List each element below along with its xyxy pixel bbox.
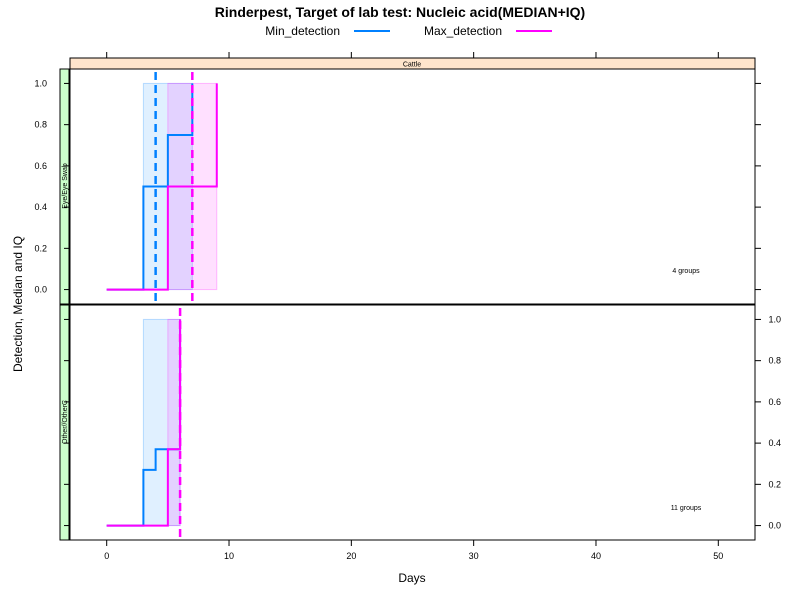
y-tick-label: 0.8 — [34, 120, 47, 130]
y-tick-label: 0.4 — [34, 202, 47, 212]
x-tick-label: 0 — [104, 551, 109, 561]
x-tick-label: 20 — [346, 551, 356, 561]
y-tick-label: 0.0 — [768, 521, 781, 531]
legend-label-min: Min_detection — [265, 24, 340, 38]
y-tick-label: 0.2 — [768, 479, 781, 489]
strip-left-top-label: Eye/Eye Swab — [62, 163, 69, 209]
y-tick-label: 0.0 — [34, 285, 47, 295]
panel-bottom-border — [69, 304, 756, 541]
x-tick-label: 40 — [591, 551, 601, 561]
x-tick-label: 50 — [713, 551, 723, 561]
legend-label-max: Max_detection — [424, 24, 502, 38]
strip-top-label: Cattle — [403, 62, 421, 69]
y-tick-label: 0.4 — [768, 438, 781, 448]
legend: Min_detection Max_detection — [265, 24, 552, 38]
y-tick-label: 1.0 — [768, 314, 781, 324]
iq-band-max-detection — [167, 318, 181, 527]
y-tick-label: 0.8 — [768, 356, 781, 366]
strip-left-bottom-label: Other//OtherC — [62, 400, 69, 444]
chart-title: Rinderpest, Target of lab test: Nucleic … — [215, 4, 585, 20]
strip-left-bottom — [59, 304, 70, 541]
x-tick-label: 30 — [469, 551, 479, 561]
panel-top-border — [69, 68, 756, 305]
group-count-top: 4 groups — [672, 268, 700, 275]
y-tick-label: 0.2 — [34, 243, 47, 253]
y-tick-label: 1.0 — [34, 78, 47, 88]
x-tick-label: 10 — [224, 551, 234, 561]
x-axis-label: Days — [398, 571, 425, 585]
group-count-bottom: 11 groups — [671, 505, 702, 512]
y-tick-label: 0.6 — [34, 161, 47, 171]
y-axis-label: Detection, Median and IQ — [11, 236, 25, 372]
step-line-max-detection — [106, 83, 218, 291]
panel-top — [106, 72, 218, 304]
axes: 0 10 20 30 40 50 0.0 0.2 0.4 0.6 0.8 1.0 0.0 0.2 0.4 0.… — [34, 52, 781, 561]
panel-bottom — [106, 308, 182, 540]
strip-left-top — [59, 68, 70, 305]
y-tick-label: 0.6 — [768, 397, 781, 407]
